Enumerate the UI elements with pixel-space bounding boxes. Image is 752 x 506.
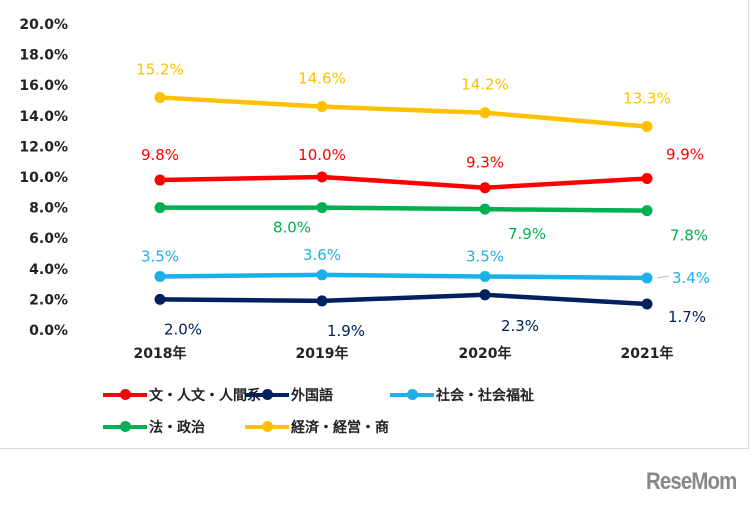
legend-swatch [245, 389, 289, 400]
x-tick-label: 2021年 [621, 345, 674, 362]
x-tick-label: 2019年 [296, 345, 349, 362]
data-label: 14.2% [461, 76, 509, 94]
y-tick-label: 18.0% [19, 48, 68, 64]
y-tick-label: 14.0% [19, 109, 68, 125]
data-label: 9.9% [666, 146, 704, 164]
data-point [154, 293, 166, 305]
legend-item: 社会・社会福祉 [390, 385, 534, 405]
legend-swatch [103, 389, 147, 400]
data-point [479, 182, 491, 194]
data-point [154, 202, 166, 214]
y-tick-label: 10.0% [19, 170, 68, 186]
data-label: 3.6% [303, 246, 341, 264]
data-label: 1.9% [327, 322, 365, 340]
y-tick-label: 20.0% [19, 17, 68, 33]
y-tick-label: 2.0% [29, 292, 68, 308]
data-point [154, 270, 166, 282]
y-tick-label: 0.0% [29, 323, 68, 339]
y-tick-label: 4.0% [29, 262, 68, 278]
leader-line [656, 275, 670, 279]
series-line [159, 272, 648, 281]
data-label: 3.5% [141, 247, 179, 265]
data-label: 2.0% [164, 320, 202, 338]
data-point [154, 91, 166, 103]
legend-item: 外国語 [245, 385, 333, 405]
legend-label: 外国語 [291, 388, 333, 404]
y-tick-label: 16.0% [19, 78, 68, 94]
series-line [159, 95, 648, 129]
data-point [316, 295, 328, 307]
line-chart: 0.0% 2.0% 4.0% 6.0% 8.0% 10.0% 12.0% 14.0% 16.0%… [19, 17, 710, 362]
data-label: 10.0% [298, 146, 346, 164]
data-point [641, 121, 653, 133]
legend-swatch [103, 421, 147, 432]
legend-label: 経済・経営・商 [291, 420, 389, 436]
chart-frame [0, 0, 749, 449]
data-point [641, 205, 653, 217]
data-point [641, 272, 653, 284]
legend-item: 法・政治 [103, 417, 205, 437]
x-tick-label: 2018年 [134, 345, 187, 362]
data-point [479, 107, 491, 119]
series-line [160, 205, 648, 213]
data-label: 13.3% [623, 90, 671, 108]
data-point [479, 203, 491, 215]
data-label: 14.6% [298, 70, 346, 88]
legend-label: 法・政治 [149, 420, 205, 436]
legend-item: 文・人文・人間系 [103, 385, 261, 405]
y-tick-label: 12.0% [19, 139, 68, 155]
data-point [316, 202, 328, 214]
data-label: 1.7% [668, 308, 706, 326]
legend-swatch [390, 389, 434, 400]
data-label: 3.5% [466, 247, 504, 265]
data-point [641, 298, 653, 310]
resemom-logo: ReseMom [645, 468, 737, 495]
data-point [479, 270, 491, 282]
y-tick-label: 6.0% [29, 231, 68, 247]
data-label: 8.0% [273, 219, 311, 237]
data-point [316, 269, 328, 281]
data-point [479, 289, 491, 301]
data-label: 9.3% [466, 154, 504, 172]
data-label: 7.9% [508, 225, 546, 243]
series-line [159, 174, 648, 190]
legend-item: 経済・経営・商 [245, 417, 389, 437]
x-tick-label: 2020年 [459, 345, 512, 362]
data-point [641, 173, 653, 185]
data-label: 3.4% [672, 269, 710, 287]
y-tick-label: 8.0% [29, 201, 68, 217]
legend-swatch [245, 421, 289, 432]
data-label: 7.8% [670, 227, 708, 245]
data-point [154, 174, 166, 186]
data-label: 9.8% [141, 146, 179, 164]
data-label: 15.2% [136, 60, 184, 78]
data-label: 2.3% [501, 317, 539, 335]
legend-label: 文・人文・人間系 [149, 388, 261, 404]
legend-label: 社会・社会福祉 [436, 388, 534, 404]
data-point [316, 101, 328, 113]
data-point [316, 171, 328, 183]
series-line [159, 292, 648, 307]
